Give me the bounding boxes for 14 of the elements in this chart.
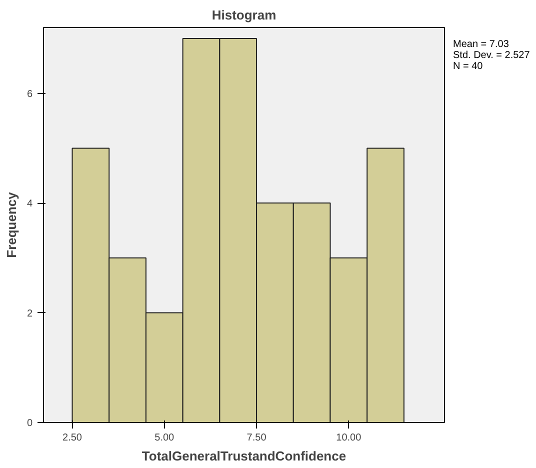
x-axis-title: TotalGeneralTrustandConfidence [142, 448, 346, 464]
y-tick-label: 4 [26, 198, 33, 210]
chart-title: Histogram [212, 8, 276, 22]
y-tick-label: 2 [26, 308, 33, 320]
text: N = 40 [453, 61, 484, 72]
x-tick-label: 2.50 [62, 432, 82, 444]
text: Mean = 7.03 [453, 39, 510, 50]
x-tick-label: 10.00 [336, 432, 362, 444]
y-axis-title: Frequency [4, 191, 19, 258]
y-tick-label: 6 [26, 88, 33, 100]
y-tick-label: 0 [26, 418, 33, 429]
x-tick-label: 7.50 [246, 432, 267, 444]
text: Std. Dev. = 2.527 [453, 50, 530, 61]
x-tick-label: 5.00 [154, 432, 175, 444]
